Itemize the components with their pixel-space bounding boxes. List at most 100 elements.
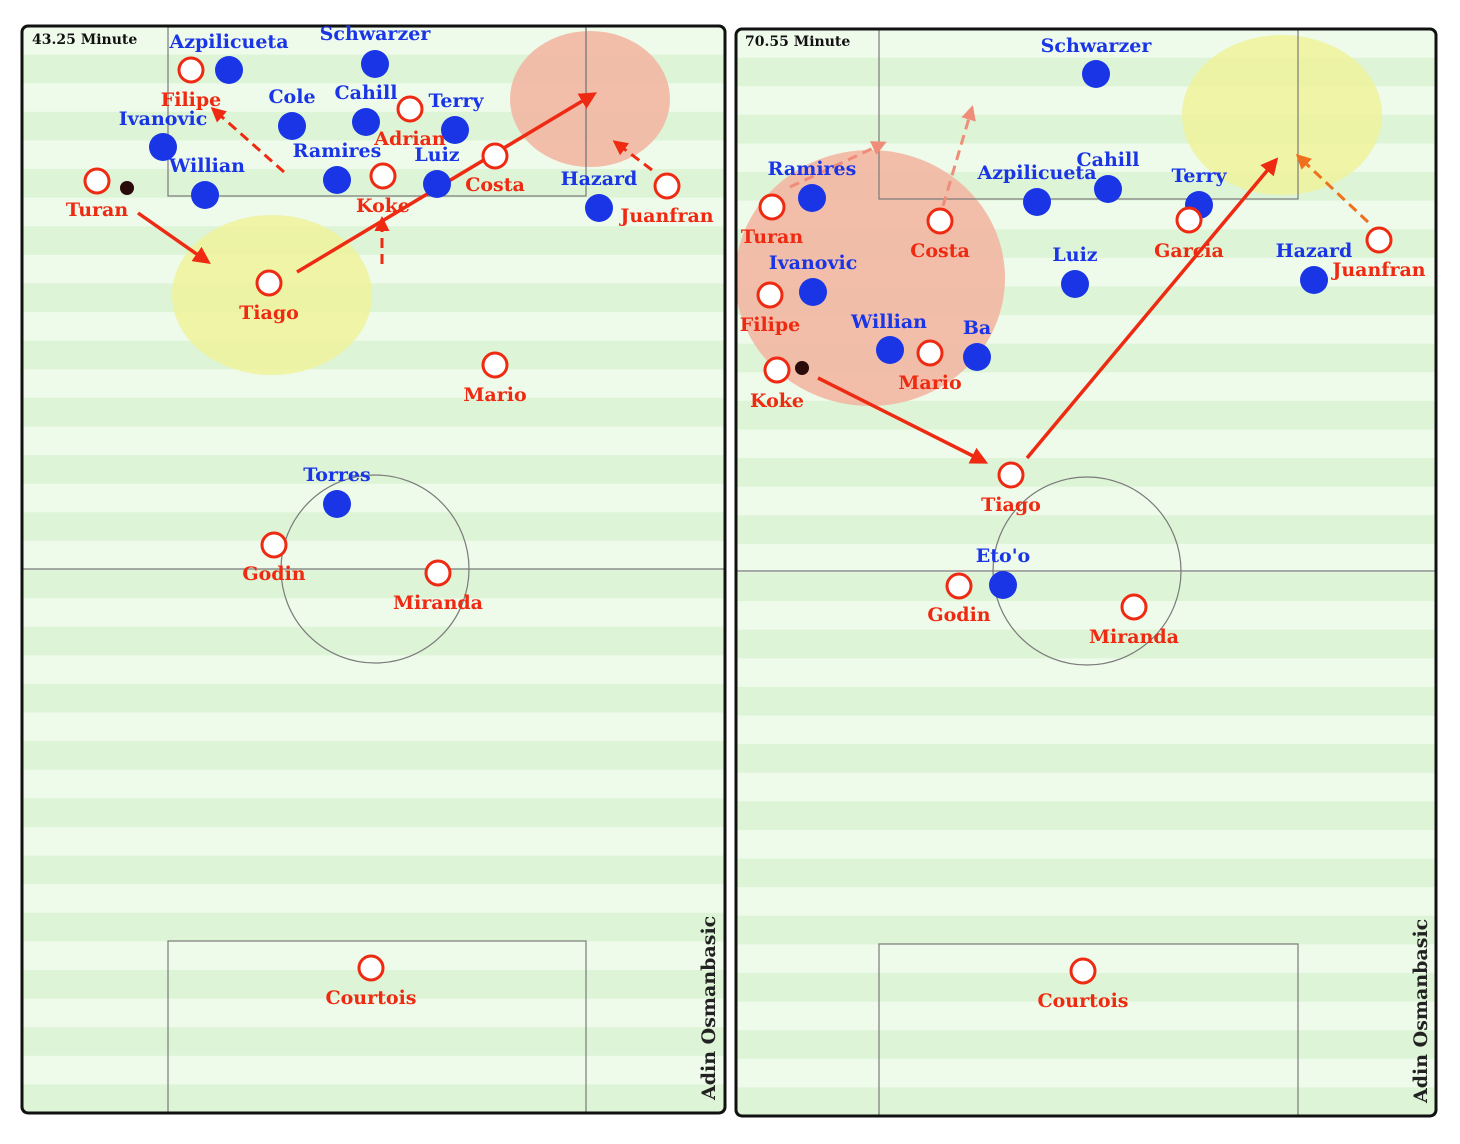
grass-stripe — [22, 397, 725, 427]
minute-label: 70.55 Minute — [745, 34, 850, 50]
grass-stripe — [22, 855, 725, 885]
grass-stripe — [22, 826, 725, 857]
player-marker-cahill — [352, 108, 380, 136]
grass-stripe — [22, 455, 725, 485]
player-label-filipe: Filipe — [161, 89, 222, 111]
player-label-etoo: Eto'o — [976, 545, 1030, 567]
grass-stripe — [736, 858, 1436, 888]
player-label-luiz: Luiz — [414, 144, 459, 166]
player-marker-tiago — [997, 461, 1025, 489]
player-label-hazard: Hazard — [1276, 240, 1353, 262]
player-label-mario: Mario — [463, 384, 526, 406]
player-label-schwarzer: Schwarzer — [320, 23, 432, 45]
player-label-tiago: Tiago — [239, 302, 299, 324]
grass-stripe — [22, 1055, 725, 1085]
grass-stripe — [22, 540, 725, 570]
grass-stripe — [736, 715, 1436, 745]
player-marker-etoo — [989, 571, 1017, 599]
player-label-terry: Terry — [1171, 165, 1227, 187]
grass-stripe — [22, 741, 725, 771]
player-label-koke: Koke — [356, 195, 410, 217]
player-label-filipe: Filipe — [740, 314, 801, 336]
player-marker-courtois — [357, 954, 385, 982]
grass-stripe — [736, 829, 1436, 860]
panel-left: Azpilicueta Schwarzer Cole Cahill Terry … — [20, 23, 727, 1115]
player-marker-juanfran — [1365, 226, 1393, 254]
player-marker-miranda — [424, 559, 452, 587]
player-label-ramires: Ramires — [768, 158, 857, 180]
player-marker-willian — [876, 336, 904, 364]
player-label-tiago: Tiago — [981, 494, 1041, 516]
solid-arrow — [817, 376, 989, 464]
grass-stripe — [736, 429, 1436, 459]
player-marker-luiz — [423, 170, 451, 198]
player-label-godin: Godin — [927, 604, 990, 626]
grass-stripe — [22, 712, 725, 742]
grass-stripe — [22, 312, 725, 342]
player-label-mario: Mario — [898, 372, 961, 394]
grass-stripe — [736, 801, 1436, 831]
players: Schwarzer Ramires Azpilicueta Cahill Ter… — [740, 35, 1426, 1012]
grass-stripe — [22, 998, 725, 1028]
grass-stripe — [22, 226, 725, 256]
solid-arrow — [1025, 157, 1279, 460]
ball — [795, 361, 809, 375]
player-marker-hazard — [585, 194, 613, 222]
player-label-ba: Ba — [963, 317, 991, 339]
player-marker-mario — [916, 339, 944, 367]
grass-stripe — [736, 1030, 1436, 1060]
grass-stripe — [736, 458, 1436, 488]
grass-stripe — [22, 340, 725, 370]
player-label-turan: Turan — [741, 226, 804, 248]
player-marker-cahill — [1094, 175, 1122, 203]
player-marker-courtois — [1069, 957, 1097, 985]
grass-stripe — [736, 486, 1436, 516]
grass-stripe — [736, 686, 1436, 717]
grass-stripe — [736, 1001, 1436, 1031]
player-marker-ramires — [323, 166, 351, 194]
player-label-willian: Willian — [168, 155, 245, 177]
player-marker-ba — [963, 343, 991, 371]
player-marker-luiz — [1061, 270, 1089, 298]
grass-stripe — [736, 629, 1436, 659]
player-label-azpilicueta: Azpilicueta — [168, 31, 288, 53]
player-label-ramires: Ramires — [293, 140, 382, 162]
player-marker-costa — [926, 207, 954, 235]
player-marker-filipe — [177, 56, 205, 84]
player-marker-turan — [83, 167, 111, 195]
player-label-costa: Costa — [465, 174, 525, 196]
player-label-miranda: Miranda — [393, 592, 483, 614]
grass-stripe — [22, 1084, 725, 1114]
player-label-costa: Costa — [910, 240, 970, 262]
grass-stripe — [736, 400, 1436, 430]
player-label-willian: Willian — [850, 311, 927, 333]
player-label-garcia: Garcia — [1154, 240, 1224, 262]
player-label-godin: Godin — [242, 563, 305, 585]
player-marker-miranda — [1120, 593, 1148, 621]
grass-stripe — [22, 769, 725, 799]
player-label-cahill: Cahill — [1077, 149, 1140, 171]
grass-stripe — [736, 658, 1436, 688]
player-label-torres: Torres — [303, 464, 370, 486]
player-marker-ivanovic — [149, 133, 177, 161]
ball — [120, 181, 134, 195]
player-label-juanfran: Juanfran — [618, 205, 713, 227]
grass-stripe — [736, 772, 1436, 802]
player-marker-schwarzer — [1082, 60, 1110, 88]
player-marker-adrian — [396, 95, 424, 123]
player-label-schwarzer: Schwarzer — [1041, 35, 1153, 57]
grass-stripe — [22, 1027, 725, 1057]
dashed-arrow — [789, 141, 887, 189]
grass-stripe — [22, 283, 725, 313]
zone-red — [510, 31, 670, 167]
player-label-ivanovic: Ivanovic — [119, 108, 208, 130]
player-label-hazard: Hazard — [561, 168, 638, 190]
player-marker-juanfran — [653, 172, 681, 200]
grass-stripe — [736, 1087, 1436, 1117]
grass-stripe — [22, 598, 725, 628]
grass-stripe — [736, 915, 1436, 945]
minute-label: 43.25 Minute — [32, 32, 137, 48]
player-marker-torres — [323, 490, 351, 518]
player-marker-garcia — [1175, 206, 1203, 234]
